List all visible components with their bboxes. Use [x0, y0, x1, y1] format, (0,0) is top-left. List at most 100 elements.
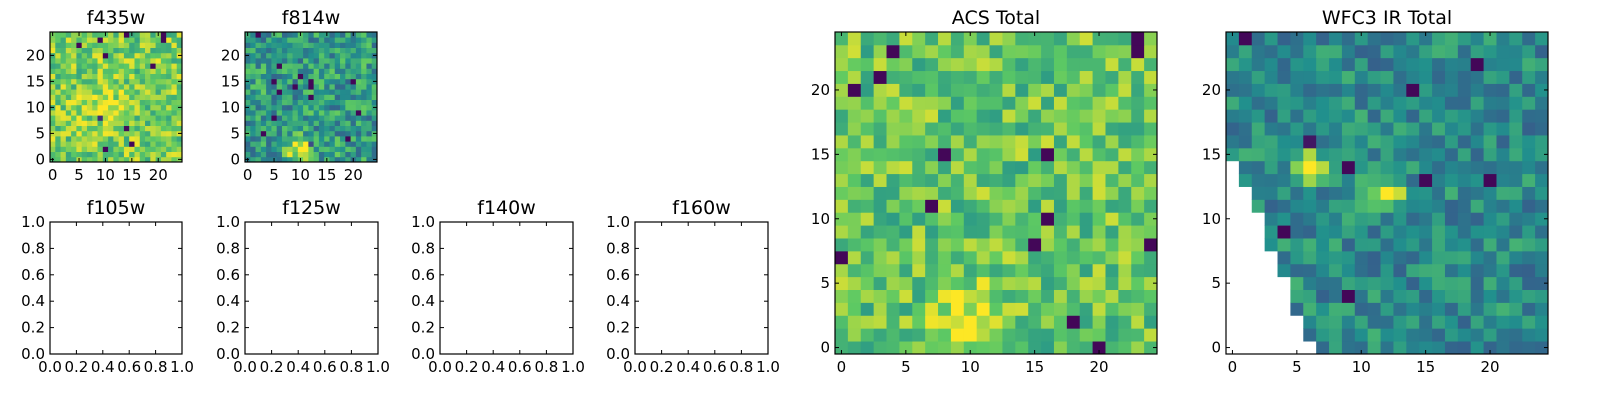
heatmap-cell: [1092, 263, 1106, 278]
heatmap-cell: [60, 68, 67, 74]
heatmap-cell: [1341, 109, 1356, 123]
heatmap-cell: [1118, 135, 1132, 149]
y-tick-label: 0.8: [411, 239, 435, 257]
heatmap-cell: [1406, 328, 1420, 342]
heatmap-cell: [938, 83, 952, 97]
heatmap-cell: [329, 151, 336, 158]
heatmap-cell: [171, 104, 178, 111]
heatmap-cell: [303, 99, 309, 106]
y-tick-label: 0: [1211, 339, 1221, 357]
heatmap-cell: [160, 94, 167, 100]
heatmap-cell: [65, 58, 72, 64]
heatmap-cell: [886, 199, 900, 213]
heatmap-cell: [250, 42, 256, 48]
heatmap-cell: [134, 125, 141, 132]
heatmap-cell: [287, 63, 293, 69]
heatmap-cell: [1118, 289, 1132, 303]
heatmap-cell: [65, 151, 72, 158]
heatmap-cell: [873, 122, 887, 136]
heatmap-cell: [1444, 160, 1459, 175]
heatmap-cell: [92, 68, 98, 74]
heatmap-cell: [1316, 147, 1330, 162]
heatmap-cell: [950, 173, 965, 187]
heatmap-cell: [1144, 315, 1158, 329]
heatmap-cell: [308, 151, 315, 158]
heatmap-cell: [340, 37, 346, 43]
heatmap-cell: [129, 115, 135, 121]
heatmap-cell: [166, 52, 172, 59]
heatmap-cell: [371, 110, 378, 116]
heatmap-cell: [271, 58, 278, 64]
heatmap-cell: [171, 156, 178, 163]
heatmap-cell: [1406, 160, 1420, 175]
heatmap-cell: [1316, 341, 1330, 355]
heatmap-cell: [65, 120, 72, 126]
heatmap-cell: [1105, 302, 1119, 316]
heatmap-cell: [113, 125, 120, 132]
heatmap-cell: [86, 141, 93, 147]
heatmap-cell: [324, 120, 330, 126]
heatmap-cell: [123, 136, 130, 142]
heatmap-cell: [873, 289, 887, 303]
heatmap-cell: [340, 58, 346, 64]
heatmap-cell: [118, 99, 125, 106]
heatmap-cell: [292, 141, 299, 147]
heatmap-cell: [292, 58, 299, 64]
heatmap-cell: [1118, 328, 1132, 342]
heatmap-cell: [166, 94, 172, 100]
heatmap-cell: [1341, 32, 1356, 46]
heatmap-cell: [1509, 32, 1523, 46]
heatmap-cell: [308, 94, 315, 100]
heatmap-cell: [1535, 109, 1549, 123]
heatmap-cell: [1118, 315, 1132, 329]
heatmap-cell: [1105, 109, 1119, 123]
heatmap-cell: [1092, 186, 1106, 200]
heatmap-cell: [976, 315, 990, 329]
heatmap-cell: [150, 37, 156, 43]
heatmap-cell: [1329, 199, 1343, 213]
heatmap-cell: [1264, 186, 1278, 200]
heatmap-cell: [1002, 341, 1016, 355]
heatmap-cell: [86, 84, 93, 90]
heatmap-cell: [1015, 276, 1029, 290]
heatmap-cell: [1066, 57, 1081, 72]
heatmap-cell: [1522, 225, 1536, 239]
heatmap-cell: [255, 110, 262, 116]
heatmap-cell: [160, 115, 167, 121]
heatmap-cell: [1380, 302, 1394, 316]
heatmap-cell: [1002, 147, 1016, 162]
heatmap-cell: [976, 122, 990, 136]
heatmap-cell: [297, 52, 304, 59]
heatmap-cell: [1015, 44, 1029, 59]
heatmap-cell: [1470, 109, 1484, 123]
heatmap-cell: [1277, 122, 1291, 136]
heatmap-cell: [250, 84, 256, 90]
heatmap-cell: [1105, 57, 1119, 72]
heatmap-cell: [1290, 302, 1304, 316]
heatmap-cell: [1329, 250, 1343, 265]
heatmap-cell: [1251, 199, 1266, 213]
heatmap-cell: [345, 37, 351, 43]
heatmap-cell: [1105, 32, 1119, 46]
heatmap-cell: [102, 47, 109, 54]
heatmap-cell: [260, 42, 267, 48]
heatmap-cell: [1131, 122, 1145, 136]
heatmap-cell: [1341, 122, 1356, 136]
heatmap-cell: [1509, 328, 1523, 342]
heatmap-cell: [86, 89, 93, 95]
heatmap-cell: [60, 136, 67, 142]
heatmap-cell: [340, 42, 346, 48]
heatmap-cell: [276, 32, 283, 38]
heatmap-cell: [1470, 70, 1484, 84]
heatmap-cell: [1444, 302, 1459, 316]
heatmap-cell: [1341, 328, 1356, 342]
x-tick-label: 0.6: [703, 358, 727, 376]
heatmap-cell: [334, 89, 341, 95]
heatmap-cell: [925, 225, 939, 239]
heatmap-cell: [899, 109, 913, 123]
heatmap-cell: [976, 186, 990, 200]
heatmap-cell: [1483, 238, 1497, 252]
heatmap-cell: [1105, 147, 1119, 162]
heatmap-cell: [113, 104, 120, 111]
heatmap-cell: [145, 68, 151, 74]
